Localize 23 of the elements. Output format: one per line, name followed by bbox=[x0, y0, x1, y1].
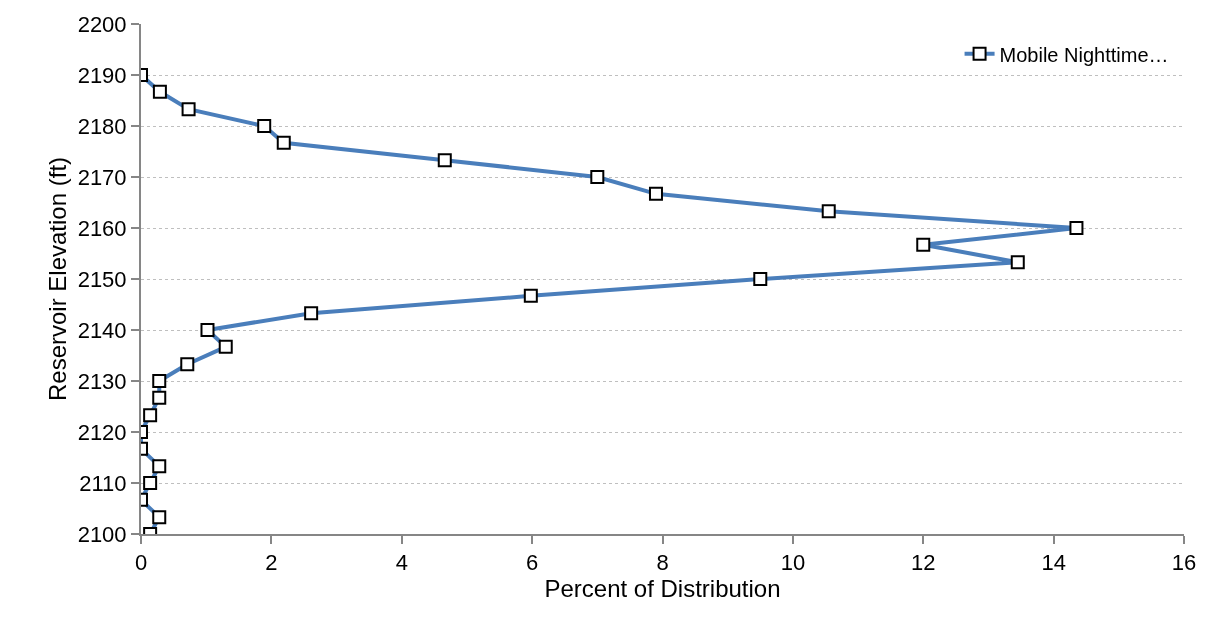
y-tick-label: 2190 bbox=[77, 62, 127, 88]
x-tick-label: 10 bbox=[780, 550, 806, 576]
x-tick-label: 16 bbox=[1171, 550, 1197, 576]
y-tick-label: 2120 bbox=[77, 419, 127, 445]
y-tick-label: 2130 bbox=[77, 368, 127, 394]
x-tick-label: 2 bbox=[265, 550, 278, 576]
y-tick-label: 2170 bbox=[77, 164, 127, 190]
x-tick-label: 8 bbox=[656, 550, 669, 576]
y-tick-label: 2150 bbox=[77, 266, 127, 292]
x-tick-label: 0 bbox=[134, 550, 148, 576]
y-tick-label: 2100 bbox=[77, 521, 127, 547]
x-tick-label: 14 bbox=[1041, 550, 1066, 576]
y-tick-label: 2200 bbox=[77, 11, 127, 37]
y-tick-label: 2160 bbox=[77, 215, 127, 241]
x-axis-title: Percent of Distribution bbox=[544, 575, 781, 603]
legend-label: Mobile Nighttime… bbox=[999, 43, 1169, 66]
y-tick-label: 2140 bbox=[77, 317, 127, 343]
x-tick-label: 4 bbox=[395, 550, 408, 576]
y-tick-label: 2110 bbox=[79, 470, 127, 496]
y-axis-title: Reservoir Elevation (ft) bbox=[44, 156, 72, 402]
x-tick-label: 12 bbox=[911, 550, 936, 576]
x-tick-label: 6 bbox=[526, 550, 539, 576]
y-tick-label: 2180 bbox=[77, 113, 127, 139]
